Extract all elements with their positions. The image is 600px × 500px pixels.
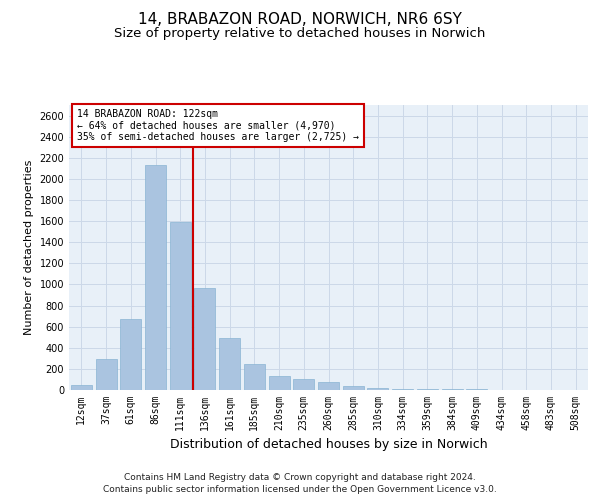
Text: 14, BRABAZON ROAD, NORWICH, NR6 6SY: 14, BRABAZON ROAD, NORWICH, NR6 6SY [138, 12, 462, 28]
Bar [120, 320, 141, 390]
Bar [244, 364, 265, 390]
Bar [293, 380, 314, 390]
X-axis label: Distribution of detached houses by size in Norwich: Distribution of detached houses by size … [170, 438, 487, 452]
Text: Size of property relative to detached houses in Norwich: Size of property relative to detached ho… [115, 28, 485, 40]
Bar [219, 338, 240, 390]
Bar [343, 386, 364, 390]
Bar [194, 288, 215, 390]
Bar [417, 389, 438, 390]
Text: Contains HM Land Registry data © Crown copyright and database right 2024.: Contains HM Land Registry data © Crown c… [124, 472, 476, 482]
Text: Contains public sector information licensed under the Open Government Licence v3: Contains public sector information licen… [103, 485, 497, 494]
Bar [71, 384, 92, 390]
Bar [392, 388, 413, 390]
Bar [95, 360, 116, 390]
Bar [269, 376, 290, 390]
Bar [170, 222, 191, 390]
Text: 14 BRABAZON ROAD: 122sqm
← 64% of detached houses are smaller (4,970)
35% of sem: 14 BRABAZON ROAD: 122sqm ← 64% of detach… [77, 110, 359, 142]
Bar [145, 165, 166, 390]
Bar [318, 382, 339, 390]
Y-axis label: Number of detached properties: Number of detached properties [24, 160, 34, 335]
Bar [367, 388, 388, 390]
